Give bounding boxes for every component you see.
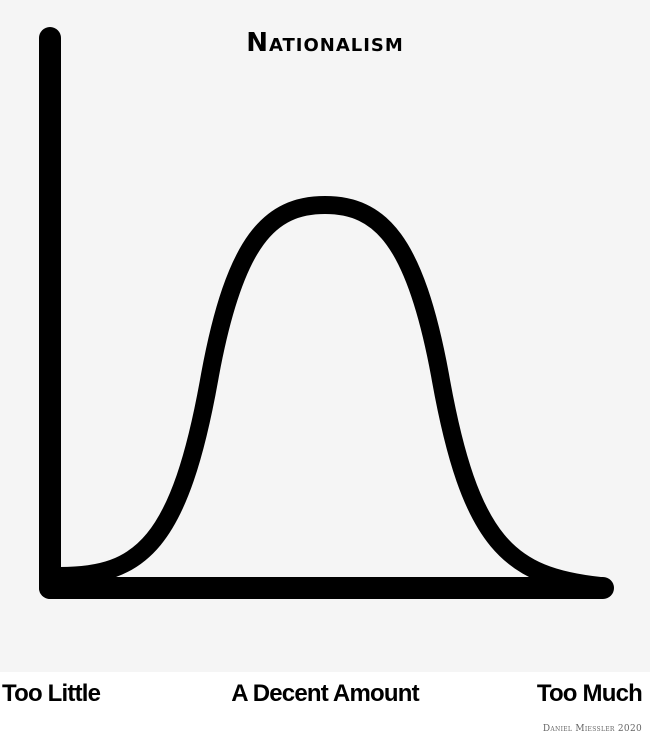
- chart-panel: [0, 0, 650, 672]
- label-too-little: Too Little: [2, 680, 101, 707]
- chart-title: Nationalism: [246, 28, 404, 58]
- author-credit: Daniel Miessler 2020: [542, 724, 642, 734]
- label-too-much: Too Much: [536, 680, 643, 707]
- bell-curve-diagram: [39, 27, 614, 599]
- bell-curve: [51, 196, 609, 595]
- label-decent-amount: A Decent Amount: [231, 680, 419, 707]
